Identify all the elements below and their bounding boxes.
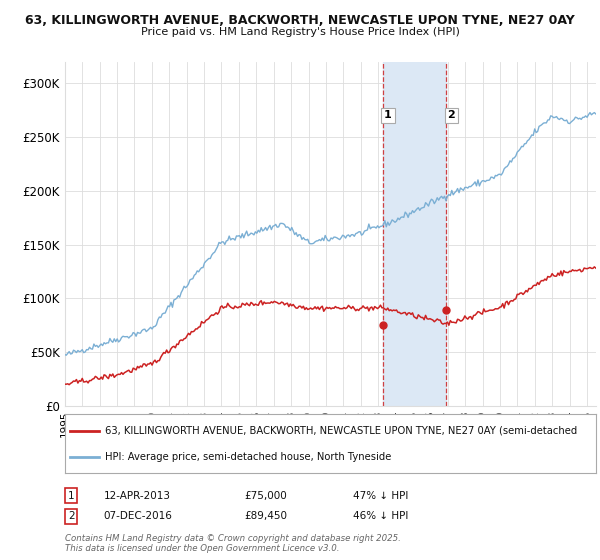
Text: 07-DEC-2016: 07-DEC-2016 (104, 511, 173, 521)
Text: 1: 1 (384, 110, 392, 120)
Text: 1: 1 (68, 491, 74, 501)
Bar (383, 62, 446, 406)
Text: Price paid vs. HM Land Registry's House Price Index (HPI): Price paid vs. HM Land Registry's House … (140, 27, 460, 37)
Text: 2: 2 (68, 511, 74, 521)
Text: 47% ↓ HPI: 47% ↓ HPI (353, 491, 408, 501)
Text: £89,450: £89,450 (245, 511, 288, 521)
Text: 63, KILLINGWORTH AVENUE, BACKWORTH, NEWCASTLE UPON TYNE, NE27 0AY: 63, KILLINGWORTH AVENUE, BACKWORTH, NEWC… (25, 14, 575, 27)
Text: HPI: Average price, semi-detached house, North Tyneside: HPI: Average price, semi-detached house,… (104, 452, 391, 462)
Text: 12-APR-2013: 12-APR-2013 (104, 491, 171, 501)
Text: Contains HM Land Registry data © Crown copyright and database right 2025.
This d: Contains HM Land Registry data © Crown c… (65, 534, 401, 553)
Text: £75,000: £75,000 (245, 491, 287, 501)
Text: 46% ↓ HPI: 46% ↓ HPI (353, 511, 408, 521)
Text: 63, KILLINGWORTH AVENUE, BACKWORTH, NEWCASTLE UPON TYNE, NE27 0AY (semi-detached: 63, KILLINGWORTH AVENUE, BACKWORTH, NEWC… (104, 426, 577, 436)
Text: 2: 2 (447, 110, 455, 120)
